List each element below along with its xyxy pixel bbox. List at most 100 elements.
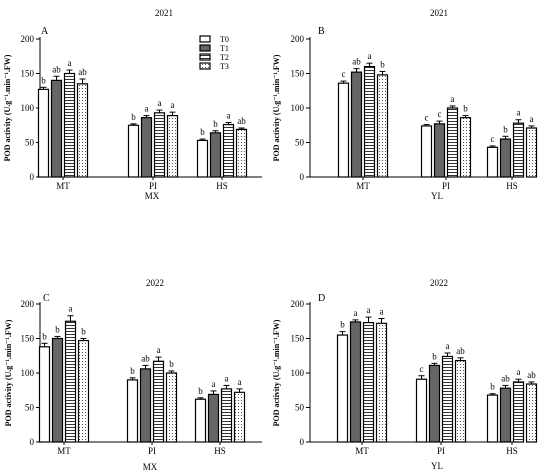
bar-t2 xyxy=(64,320,77,443)
significance-letter: a xyxy=(158,98,162,108)
significance-letter: a xyxy=(157,345,161,355)
bar-t2 xyxy=(222,123,235,178)
y-tick-label: 150 xyxy=(21,334,35,344)
bar-t0 xyxy=(37,88,50,178)
significance-letter: ab xyxy=(141,353,150,363)
bar-t1 xyxy=(428,364,441,443)
x-axis-label: MX xyxy=(143,462,158,472)
significance-letter: c xyxy=(491,134,495,144)
x-tick-label: HS xyxy=(214,446,226,456)
significance-letter: b xyxy=(340,320,345,330)
y-tick-label: 150 xyxy=(291,69,305,79)
bar-t1 xyxy=(349,321,362,443)
chart-title: 2021 xyxy=(155,8,173,18)
x-tick-label: HS xyxy=(506,181,518,191)
x-axis-label: YL xyxy=(431,461,443,471)
significance-letter: c xyxy=(438,109,442,119)
panel-label: D xyxy=(318,293,325,304)
bar-t1 xyxy=(499,387,512,443)
significance-letter: b xyxy=(380,59,385,69)
significance-letter: b xyxy=(503,124,508,134)
bar-t2 xyxy=(220,388,233,443)
significance-letter: b xyxy=(55,324,60,334)
significance-letter: b xyxy=(213,119,218,129)
significance-letter: b xyxy=(42,331,47,341)
chart-title: 2022 xyxy=(430,278,448,288)
y-tick-label: 0 xyxy=(30,437,35,447)
legend-swatch xyxy=(199,44,211,52)
bar-t1 xyxy=(50,79,63,178)
bar-t2 xyxy=(363,65,376,178)
x-tick-label: HS xyxy=(216,181,228,191)
bar-t0 xyxy=(196,139,209,178)
x-tick-label: PI xyxy=(437,446,445,456)
chart-title: 2021 xyxy=(430,8,448,18)
bar-t3 xyxy=(166,114,179,178)
bar-t0 xyxy=(336,334,349,443)
bar-t1 xyxy=(499,138,512,178)
bar-t3 xyxy=(454,359,467,443)
bar-t1 xyxy=(140,117,153,178)
significance-letter: b xyxy=(490,382,495,392)
significance-letter: a xyxy=(212,379,216,389)
x-tick-label: MT xyxy=(56,181,70,191)
y-axis-label: POD activity (U.g⁻¹.min⁻¹.FW) xyxy=(272,54,281,161)
bar-t3 xyxy=(459,117,472,178)
significance-letter: b xyxy=(130,366,135,376)
y-tick-label: 0 xyxy=(300,172,305,182)
bar-t2 xyxy=(153,112,166,178)
bar-t3 xyxy=(233,391,246,443)
significance-letter: a xyxy=(530,114,534,124)
bar-t2 xyxy=(512,381,525,443)
bar-t3 xyxy=(375,322,388,443)
bar-t2 xyxy=(446,107,459,178)
y-axis-label: POD activity (U.g⁻¹.min⁻¹.FW) xyxy=(272,319,281,426)
significance-letter: c xyxy=(420,364,424,374)
bar-t1 xyxy=(350,71,363,178)
y-tick-label: 50 xyxy=(295,403,305,413)
bar-t3 xyxy=(376,74,389,178)
legend-label: T0 xyxy=(220,35,229,44)
legend-swatch xyxy=(199,62,211,70)
significance-letter: a xyxy=(69,304,73,314)
y-axis-label: POD activity (U.g⁻¹.min⁻¹.FW) xyxy=(4,319,13,426)
bar-t0 xyxy=(486,146,499,178)
bar-t0 xyxy=(420,125,433,178)
panel-label: A xyxy=(41,26,49,37)
significance-letter: a xyxy=(171,100,175,110)
y-tick-label: 200 xyxy=(21,299,35,309)
panel-label: B xyxy=(318,26,325,37)
bar-t1 xyxy=(209,132,222,178)
y-tick-label: 100 xyxy=(291,103,305,113)
y-tick-label: 50 xyxy=(25,138,35,148)
chart-title: 2022 xyxy=(146,278,164,288)
y-tick-label: 100 xyxy=(21,103,35,113)
x-axis-label: YL xyxy=(431,191,443,201)
bar-t0 xyxy=(126,379,139,443)
significance-letter: b xyxy=(81,327,86,337)
significance-letter: a xyxy=(367,305,371,315)
significance-letter: ab xyxy=(78,67,87,77)
significance-letter: a xyxy=(354,308,358,318)
bar-t1 xyxy=(139,368,152,443)
bar-t3 xyxy=(77,339,90,443)
y-tick-label: 0 xyxy=(300,437,305,447)
significance-letter: ab xyxy=(352,57,361,67)
significance-letter: c xyxy=(425,113,429,123)
y-tick-label: 150 xyxy=(291,334,305,344)
significance-letter: a xyxy=(451,94,455,104)
bar-t3 xyxy=(235,128,248,178)
x-tick-label: PI xyxy=(149,181,157,191)
y-tick-label: 0 xyxy=(30,172,35,182)
significance-letter: ab xyxy=(527,370,536,380)
y-tick-label: 50 xyxy=(295,138,305,148)
y-tick-label: 150 xyxy=(21,69,35,79)
bar-t0 xyxy=(486,394,499,443)
bar-t1 xyxy=(51,337,64,443)
bar-t1 xyxy=(433,123,446,178)
y-tick-label: 200 xyxy=(291,34,305,44)
bar-t2 xyxy=(152,360,165,443)
bar-t2 xyxy=(63,72,76,178)
bar-t3 xyxy=(525,127,538,178)
